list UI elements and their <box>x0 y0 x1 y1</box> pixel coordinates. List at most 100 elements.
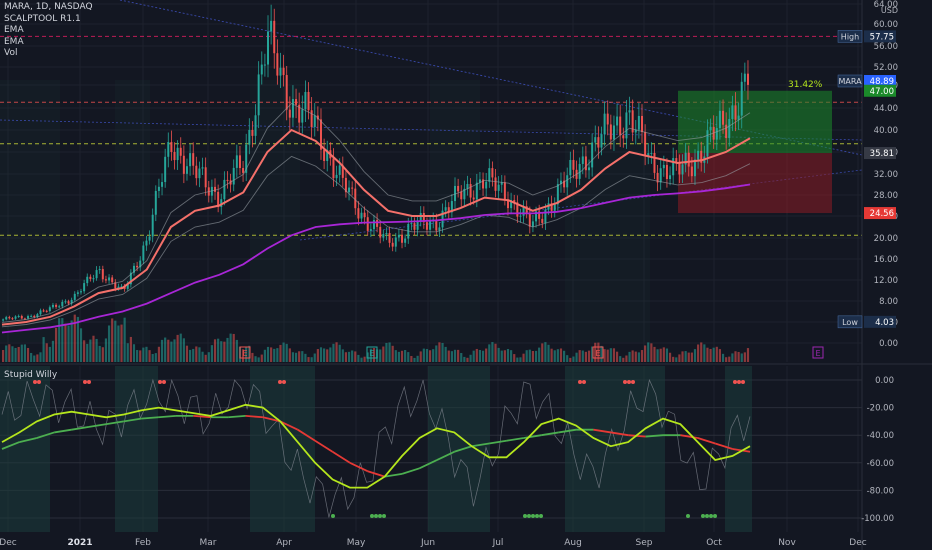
volume-bar <box>254 356 257 362</box>
volume-bar <box>385 342 388 362</box>
candle-body <box>148 236 151 241</box>
candle-body <box>338 165 341 175</box>
volume-bar <box>5 345 8 362</box>
volume-bar <box>329 347 332 362</box>
candle-body <box>656 172 659 183</box>
volume-bar <box>326 349 329 362</box>
candle-body <box>55 304 58 307</box>
oscillator-title[interactable]: Stupid Willy <box>4 370 58 380</box>
volume-bar <box>164 337 167 362</box>
candle-body <box>226 179 229 181</box>
candle-body <box>30 315 33 317</box>
volume-bar <box>341 349 344 362</box>
candle-body <box>48 307 51 312</box>
candle-body <box>544 209 547 224</box>
volume-bar <box>45 343 48 362</box>
volume-bar <box>58 318 61 362</box>
osc-signal-segment <box>523 434 542 439</box>
candle-body <box>731 105 734 120</box>
candle-body <box>584 156 587 171</box>
volume-bar <box>410 355 413 362</box>
candle-body <box>291 99 294 118</box>
candle-body <box>98 269 101 271</box>
candle-body <box>73 293 76 300</box>
volume-bar <box>235 339 238 362</box>
volume-bar <box>245 347 248 362</box>
legend-indicator-vol[interactable]: Vol <box>4 48 18 58</box>
osc-top-dot <box>278 380 282 384</box>
volume-bar <box>743 352 746 362</box>
osc-top-dot <box>741 380 745 384</box>
price-tag-box <box>864 74 896 87</box>
osc-top-dot <box>162 380 166 384</box>
candle-body <box>690 166 693 177</box>
candle-body <box>14 316 17 319</box>
volume-bar <box>232 333 235 362</box>
volume-bar <box>693 349 697 362</box>
volume-bar <box>581 350 584 362</box>
ema-fast-line <box>1 128 751 326</box>
volume-bar <box>83 340 86 362</box>
candle-body <box>192 153 195 166</box>
volume-bar <box>516 357 519 362</box>
volume-bar <box>226 337 229 362</box>
candle-body <box>20 315 23 319</box>
volume-bar <box>51 340 55 362</box>
price-tick-label: 56.00 <box>874 42 898 52</box>
legend-symbol[interactable]: MARA, 1D, NASDAQ <box>4 2 93 12</box>
volume-bar <box>457 349 460 362</box>
volume-bar <box>690 352 693 362</box>
volume-bar <box>294 352 298 362</box>
volume-bar <box>619 356 622 362</box>
volume-bar <box>357 354 360 362</box>
candle-body <box>42 310 45 312</box>
volume-bar <box>176 334 179 362</box>
osc-top-dot <box>282 380 286 384</box>
candle-body <box>746 73 749 85</box>
candle-body <box>709 126 712 131</box>
osc-raw-line <box>1 378 751 518</box>
volume-bar <box>316 349 319 362</box>
osc-top-dot <box>37 380 41 384</box>
osc-tick-label: -100.00 <box>861 514 894 524</box>
candle-body <box>307 91 310 111</box>
candle-body <box>270 20 273 32</box>
time-tick-label: Apr <box>276 538 292 548</box>
volume-bar <box>584 351 587 362</box>
osc-signal-segment <box>454 445 472 453</box>
volume-bar <box>23 344 26 362</box>
volume-bar <box>721 353 725 362</box>
legend-indicator-scalptool[interactable]: SCALPTOOL R1.1 <box>4 13 81 24</box>
candle-body <box>444 207 447 211</box>
legend-indicator-ema-2[interactable]: EMA <box>4 36 24 47</box>
candle-body <box>429 221 432 230</box>
volume-bar <box>54 327 58 362</box>
candle-body <box>410 223 413 225</box>
candle-body <box>179 147 182 156</box>
time-tick-label: May <box>347 538 366 548</box>
osc-signal-segment <box>141 416 159 420</box>
volume-bar <box>111 318 114 362</box>
price-tag-value: 24.56 <box>870 209 894 219</box>
candle-body <box>606 113 609 125</box>
volume-bar <box>740 353 743 362</box>
candle-body <box>394 237 397 247</box>
candle-body <box>101 269 104 280</box>
volume-bar <box>422 348 425 362</box>
volume-bar <box>148 350 151 362</box>
legend-indicator-ema-1[interactable]: EMA <box>4 25 24 35</box>
candle-body <box>435 219 438 231</box>
volume-bar <box>400 350 404 362</box>
volume-bar <box>594 342 597 362</box>
candle-body <box>734 105 737 120</box>
candle-body <box>538 211 541 219</box>
osc-tick-label: -20.00 <box>867 404 894 414</box>
candle-body <box>51 304 54 308</box>
volume-bar <box>319 347 323 362</box>
candle-body <box>588 167 591 171</box>
candle-body <box>491 168 494 178</box>
volume-bar <box>276 348 279 362</box>
volume-bar <box>248 345 251 362</box>
position-percent-label: 31.42% <box>788 80 823 90</box>
volume-bar <box>472 350 475 362</box>
